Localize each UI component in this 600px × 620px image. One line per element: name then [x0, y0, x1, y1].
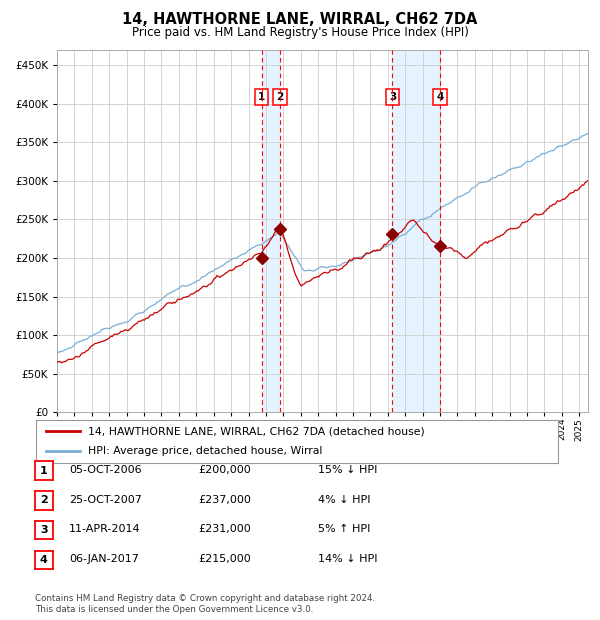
Text: 3: 3: [389, 92, 396, 102]
Bar: [262, 50, 280, 412]
Text: 2: 2: [40, 495, 47, 505]
Text: £200,000: £200,000: [198, 465, 251, 475]
Text: 14% ↓ HPI: 14% ↓ HPI: [318, 554, 377, 564]
Text: 15% ↓ HPI: 15% ↓ HPI: [318, 465, 377, 475]
Text: 2: 2: [277, 92, 284, 102]
Text: £237,000: £237,000: [198, 495, 251, 505]
Text: 4% ↓ HPI: 4% ↓ HPI: [318, 495, 371, 505]
Text: 14, HAWTHORNE LANE, WIRRAL, CH62 7DA (detached house): 14, HAWTHORNE LANE, WIRRAL, CH62 7DA (de…: [88, 427, 425, 436]
Text: 4: 4: [40, 555, 48, 565]
Bar: [392, 50, 440, 412]
Text: 5% ↑ HPI: 5% ↑ HPI: [318, 525, 370, 534]
Text: 1: 1: [258, 92, 265, 102]
Text: 3: 3: [40, 525, 47, 535]
Text: 05-OCT-2006: 05-OCT-2006: [69, 465, 142, 475]
Text: 4: 4: [437, 92, 444, 102]
Text: £215,000: £215,000: [198, 554, 251, 564]
Text: £231,000: £231,000: [198, 525, 251, 534]
Text: 1: 1: [40, 466, 47, 476]
Text: Price paid vs. HM Land Registry's House Price Index (HPI): Price paid vs. HM Land Registry's House …: [131, 26, 469, 39]
Text: 06-JAN-2017: 06-JAN-2017: [69, 554, 139, 564]
Text: 14, HAWTHORNE LANE, WIRRAL, CH62 7DA: 14, HAWTHORNE LANE, WIRRAL, CH62 7DA: [122, 12, 478, 27]
Text: HPI: Average price, detached house, Wirral: HPI: Average price, detached house, Wirr…: [88, 446, 323, 456]
Text: 25-OCT-2007: 25-OCT-2007: [69, 495, 142, 505]
Text: Contains HM Land Registry data © Crown copyright and database right 2024.
This d: Contains HM Land Registry data © Crown c…: [35, 595, 375, 614]
Text: 11-APR-2014: 11-APR-2014: [69, 525, 140, 534]
